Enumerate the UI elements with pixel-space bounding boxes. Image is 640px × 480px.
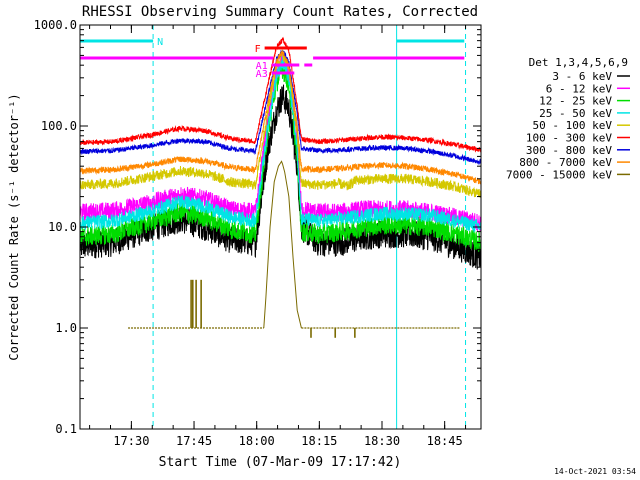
axes-layer: 0.1 1.0 10.0 100.0 1000.0 17:30 17:45 18:00 18:1…: [34, 18, 481, 448]
footer-timestamp: 14-Oct-2021 03:54: [554, 467, 636, 476]
legend-entry-label-9: 7000 - 15000 keV: [506, 168, 612, 181]
legend-entry-label-6: 100 - 300 keV: [526, 132, 612, 145]
legend-entry-label-2: 6 - 12 keV: [546, 82, 613, 95]
y-axis-label: Corrected Count Rate (s⁻¹ detector⁻¹): [7, 93, 21, 360]
x-tick-label: 17:45: [176, 434, 212, 448]
x-tick-label: 18:30: [364, 434, 400, 448]
legend-entry-label-3: 12 - 25 keV: [539, 95, 612, 108]
x-tick-label: 18:00: [239, 434, 275, 448]
series-line-6: [79, 36, 482, 153]
flag-label-F: F: [255, 44, 261, 55]
legend-header: Det 1,3,4,5,6,9: [529, 56, 628, 69]
x-tick-label: 17:30: [113, 434, 149, 448]
series-line-2: [79, 51, 482, 232]
legend-entry-label-5: 50 - 100 keV: [533, 119, 613, 132]
y-tick-label: 1000.0: [34, 18, 77, 32]
legend-entry-label-8: 800 - 7000 keV: [519, 156, 612, 169]
x-tick-label: 18:45: [427, 434, 463, 448]
plot-frame: [79, 24, 482, 430]
y-tick-label: 100.0: [41, 119, 77, 133]
flag-label-A3: A3: [256, 69, 268, 80]
legend-entry-label-7: 300 - 800 keV: [526, 144, 612, 157]
chart-title: RHESSI Observing Summary Count Rates, Co…: [82, 4, 478, 20]
x-axis-label: Start Time (07-Mar-09 17:17:42): [159, 455, 402, 470]
legend-entry-label-1: 3 - 6 keV: [552, 70, 612, 83]
flag-label-A1: A1: [256, 61, 268, 72]
x-tick-label: 18:15: [301, 434, 337, 448]
legend-entry-label-4: 25 - 50 keV: [539, 107, 612, 120]
flag-label-N: N: [157, 37, 163, 48]
y-tick-label: 0.1: [55, 422, 77, 436]
y-tick-label: 10.0: [48, 220, 77, 234]
series-line-8: [79, 50, 482, 185]
series-line-9: [263, 160, 302, 329]
series-line-7: [79, 49, 482, 165]
y-tick-label: 1.0: [55, 321, 77, 335]
